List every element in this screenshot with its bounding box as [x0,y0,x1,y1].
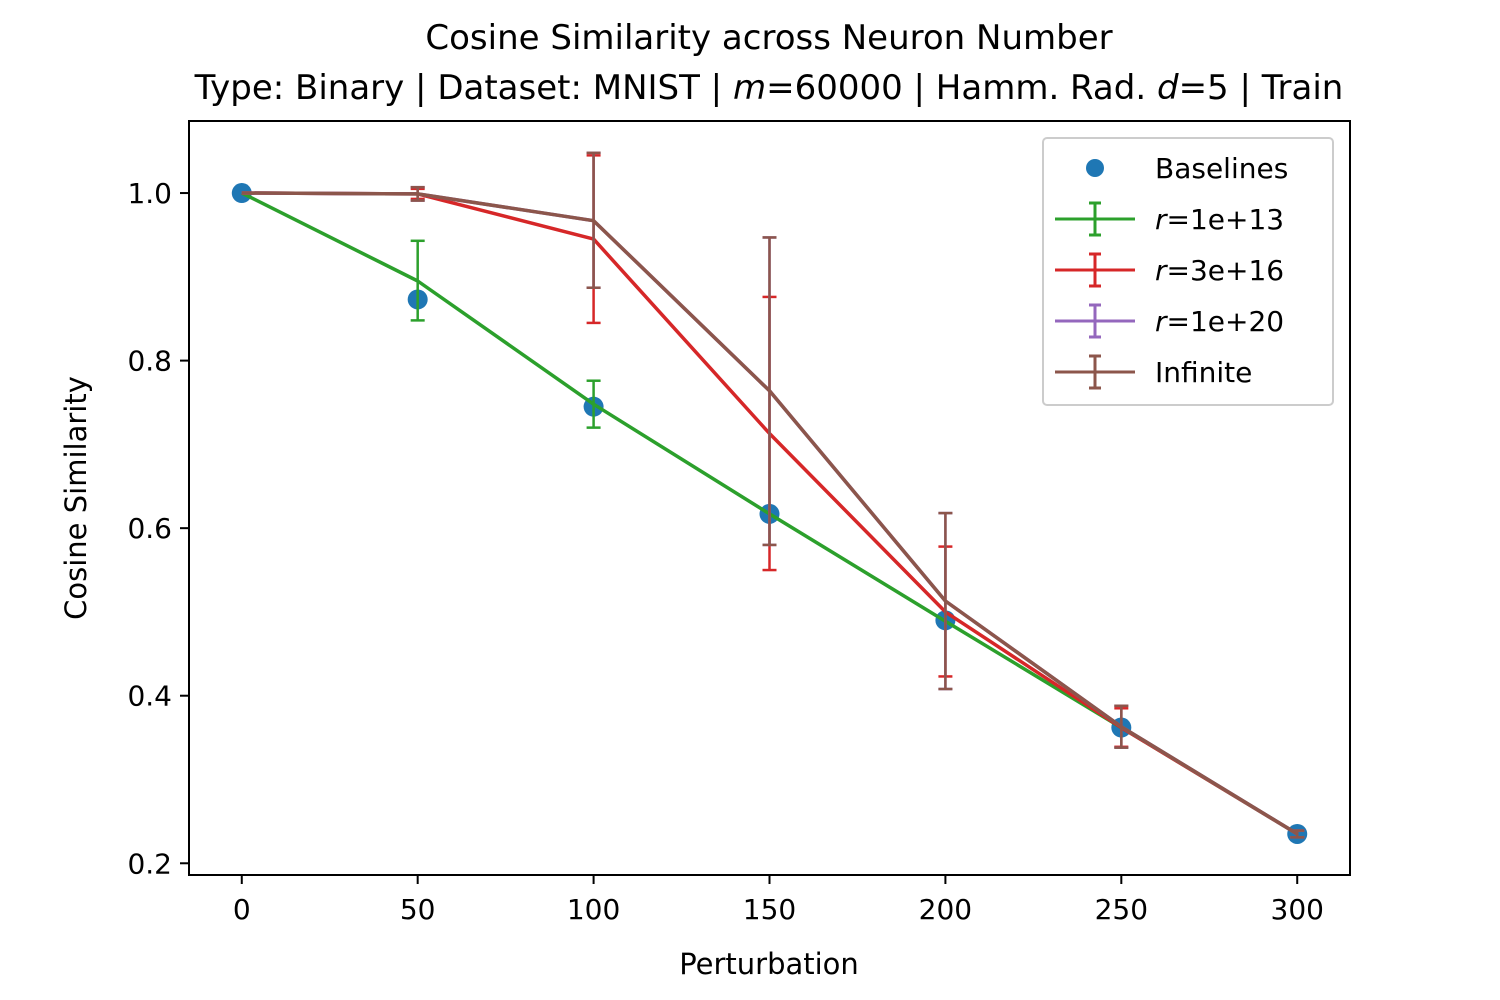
legend-marker-r-3e16 [1055,252,1135,288]
error-bar [410,185,425,202]
x-tick-label: 50 [400,893,436,926]
y-axis-label: Cosine Similarity [59,376,93,620]
x-tick-label: 200 [919,893,972,926]
legend-label-r-1e20: r=1e+20 [1155,305,1284,338]
legend-marker-r-1e13 [1055,201,1135,237]
subtitle-part-1: Type: Binary | Dataset: MNIST | [194,68,733,108]
legend-label-r-1e13-variable: r [1155,203,1168,236]
legend-label-r-1e13: r=1e+13 [1155,203,1284,236]
legend-label-r-1e13-value: =1e+13 [1167,203,1285,236]
chart-title: Cosine Similarity across Neuron Number [425,18,1112,58]
legend-label-r-3e16-variable: r [1155,254,1168,287]
legend-label-r-3e16: r=3e+16 [1155,254,1284,287]
x-tick-label: 250 [1095,893,1148,926]
error-bar [586,151,601,289]
subtitle-m-variable: m [733,68,766,108]
legend-label-baselines: Baselines [1155,152,1288,185]
legend-label-r-1e20-variable: r [1155,305,1168,338]
x-axis-label: Perturbation [679,947,859,981]
legend-box [1042,137,1334,406]
legend-marker-r-1e20 [1055,303,1135,339]
subtitle-part-3: =5 | Train [1179,68,1344,108]
error-bar [762,236,777,547]
subtitle-d-variable: d [1157,68,1179,108]
legend-marker-baselines [1086,159,1104,177]
error-bar [410,239,425,322]
plot-area [231,151,1308,844]
y-tick-label: 0.2 [127,847,172,880]
legend-label-r-1e20-value: =1e+20 [1167,305,1285,338]
x-tick-label: 150 [743,893,796,926]
legend-label-r-3e16-value: =3e+16 [1167,254,1285,287]
error-bar [586,379,601,429]
baseline-point [231,183,252,204]
y-tick-label: 0.4 [127,680,172,713]
legend-label-infinite: Infinite [1155,356,1252,389]
x-tick-label: 100 [567,893,620,926]
y-tick-label: 0.6 [127,512,172,545]
error-bar [1290,829,1305,839]
error-bar [1114,704,1129,749]
error-bar [938,511,953,691]
chart-subtitle: Type: Binary | Dataset: MNIST | m=60000 … [194,68,1344,108]
series-infinite [241,151,1305,839]
subtitle-part-2: =60000 | Hamm. Rad. [766,68,1157,108]
axis-ticks: 0 50 100 150 200 250 300 0.2 0.4 0.6 0.8 1.0 [127,177,1323,926]
x-tick-label: 0 [233,893,251,926]
plot-frame [188,120,1351,876]
x-tick-label: 300 [1271,893,1324,926]
legend: Baselines r=1e+13 r=3e+16 r=1e+20 [1042,137,1334,406]
legend-marker-infinite [1055,354,1135,390]
y-tick-label: 1.0 [127,177,172,210]
y-tick-label: 0.8 [127,345,172,378]
